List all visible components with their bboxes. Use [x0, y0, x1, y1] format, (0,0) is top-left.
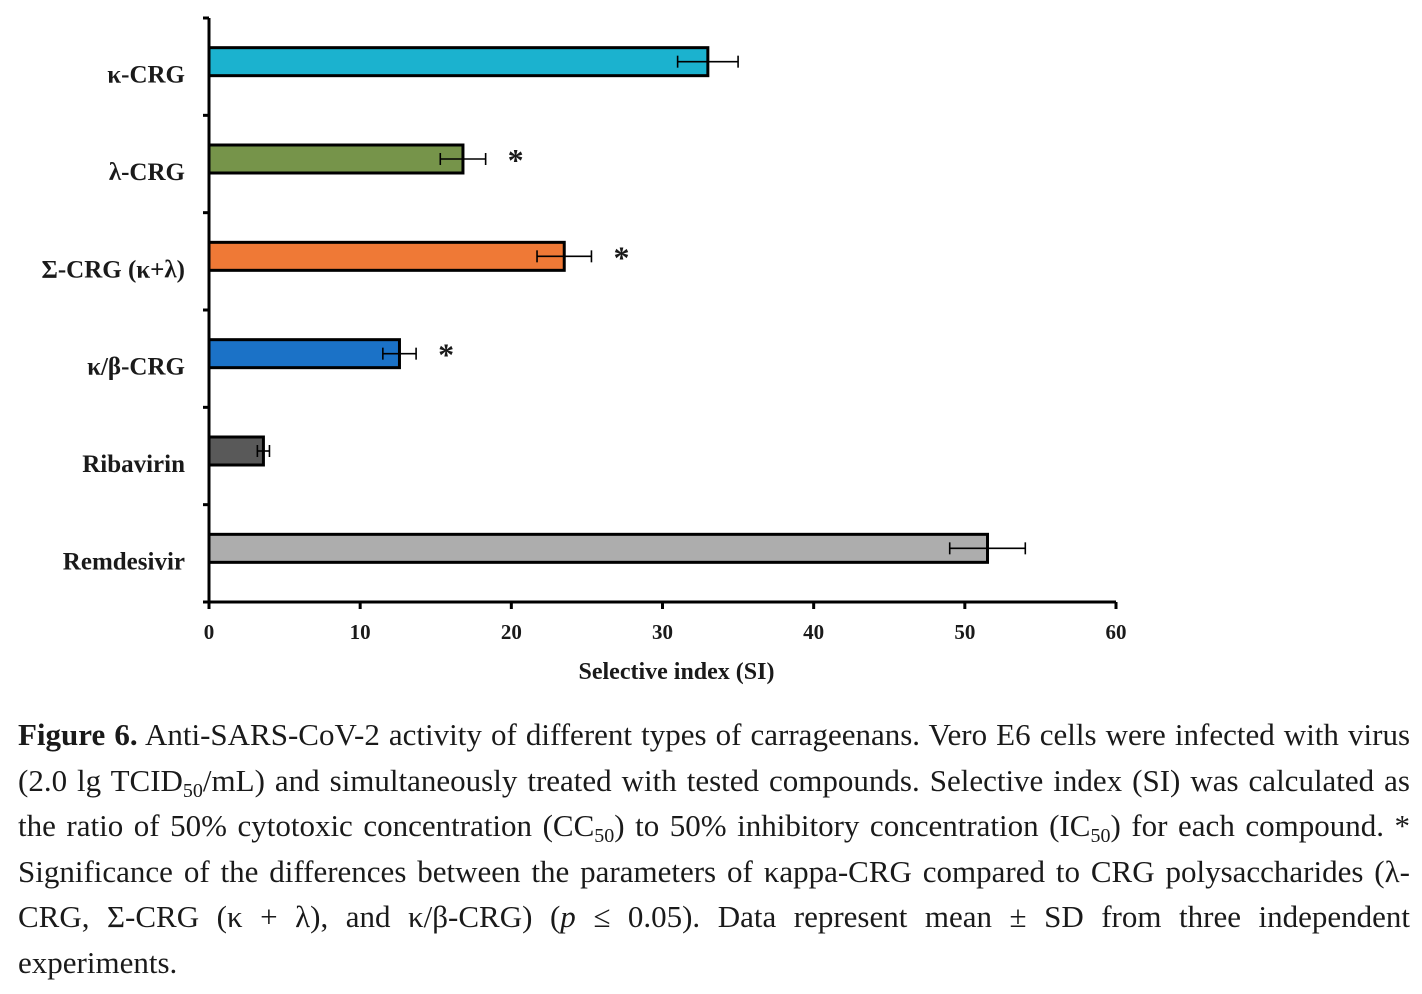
significance-star-2: *	[613, 239, 629, 275]
bar-1	[207, 143, 465, 175]
x-tick-label-1: 10	[350, 620, 371, 644]
category-label-2: Σ-CRG (κ+λ)	[41, 256, 185, 283]
x-tick-label-0: 0	[204, 620, 215, 644]
x-tick-label-6: 60	[1106, 620, 1127, 644]
caption-sub-2: 50	[594, 825, 615, 847]
bar-3	[207, 338, 401, 370]
category-label-0: κ-CRG	[107, 62, 185, 89]
bar-0	[207, 46, 710, 78]
bar-chart: κ-CRG * λ-CRG * Σ-CRG (κ+λ) * κ/β-CRG Ribavirin…	[41, 16, 1127, 685]
x-tick-label-4: 40	[803, 620, 824, 644]
category-label-1: λ-CRG	[109, 159, 185, 186]
caption-text-1: Anti-SARS-CoV-2 activity of different ty…	[18, 717, 1411, 798]
caption-label: Figure 6.	[18, 717, 138, 752]
x-axis-title: Selective index (SI)	[579, 659, 775, 685]
x-tick-label-3: 30	[652, 620, 673, 644]
figure-caption: Figure 6. Anti-SARS-CoV-2 activity of di…	[18, 712, 1410, 985]
caption-text-2: /mL) and simultaneously treated with tes…	[18, 762, 1410, 844]
significance-star-1: *	[508, 142, 524, 178]
caption-text-4: ) for each compound. * Significance of t…	[18, 808, 1411, 934]
x-tick-label-2: 20	[501, 620, 522, 644]
bar-4	[207, 435, 265, 467]
bar-2	[207, 240, 566, 272]
chart-area: κ-CRG * λ-CRG * Σ-CRG (κ+λ) * κ/β-CRG Ribavirin…	[41, 16, 1127, 685]
caption-sub-1: 50	[182, 779, 203, 802]
category-label-4: Ribavirin	[82, 451, 185, 478]
bar-5	[207, 532, 990, 564]
caption-text-5: ≤ 0.05). Data represent mean ± SD from t…	[18, 899, 1411, 980]
category-label-3: κ/β-CRG	[87, 354, 185, 381]
category-label-5: Remdesivir	[63, 548, 185, 575]
significance-star-3: *	[438, 337, 454, 373]
caption-text-3: ) to 50% inhibitory concentration (IC	[614, 808, 1091, 843]
caption-sub-3: 50	[1090, 825, 1111, 847]
x-tick-label-5: 50	[954, 620, 975, 644]
caption-p-symbol: p	[560, 899, 576, 934]
